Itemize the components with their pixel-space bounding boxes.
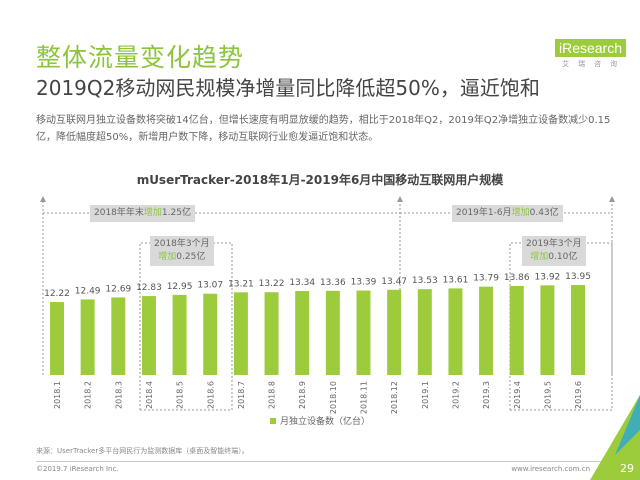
footer-divider (36, 461, 606, 462)
x-tick-label: 2018.12 (390, 381, 399, 414)
annotation-label-2019-q: 2019年3个月 增加0.10亿 (522, 236, 586, 266)
x-tick-label: 2018.9 (298, 381, 307, 409)
data-label: 12.69 (105, 284, 131, 294)
source-note: 来源：UserTracker多平台网民行为监测数据库（桌面及智能终端）。 (36, 447, 249, 455)
bar (540, 285, 555, 375)
page-subtitle: 2019Q2移动网民规模净增量同比降低超50%，逼近饱和 (36, 76, 540, 100)
data-label: 13.61 (443, 275, 469, 285)
iresearch-logo: iResearch 艾瑞咨询 (554, 38, 626, 69)
bar (295, 291, 310, 375)
copyright: ©2019.7 iResearch Inc. (36, 465, 119, 473)
data-label: 13.79 (473, 274, 499, 284)
bar (172, 294, 187, 375)
data-label: 13.86 (504, 273, 530, 283)
chart-legend: 月独立设备数（亿台） (0, 414, 640, 427)
x-tick-label: 2018.5 (176, 381, 185, 409)
bar (203, 293, 218, 375)
annotation-label-2018-year: 2018年年末增加1.25亿 (90, 205, 195, 222)
x-tick-label: 2018.1 (53, 381, 62, 409)
bar (111, 297, 126, 375)
bar (233, 292, 248, 375)
bar (509, 285, 524, 375)
data-label: 13.21 (228, 279, 254, 289)
x-tick-label: 2019.1 (421, 381, 430, 409)
x-tick-label: 2019.3 (482, 381, 491, 409)
bar (417, 289, 432, 375)
data-label: 13.22 (259, 279, 285, 289)
x-tick-label: 2018.3 (114, 381, 123, 409)
x-tick-label: 2018.10 (329, 381, 338, 414)
data-label: 12.22 (44, 289, 70, 299)
x-tick-label: 2019.2 (451, 381, 460, 409)
page-title: 整体流量变化趋势 (36, 43, 245, 72)
logo-sub: 艾瑞咨询 (562, 60, 626, 68)
x-tick-label: 2018.2 (84, 381, 93, 409)
bar (50, 302, 64, 375)
bar (387, 289, 402, 375)
annotation-2018-q (139, 242, 233, 411)
x-tick-label: 2018.7 (237, 381, 246, 409)
legend-swatch (269, 418, 276, 424)
x-tick-label: 2018.8 (268, 381, 277, 409)
annotation-label-2019-h1: 2019年1-6月增加0.43亿 (452, 205, 563, 222)
annotation-2019-q (509, 242, 613, 411)
data-label: 13.36 (320, 278, 346, 288)
bar (479, 286, 494, 375)
data-label: 13.92 (535, 272, 561, 282)
bar (141, 296, 156, 375)
logo-brand: iResearch (554, 39, 626, 57)
data-label: 13.53 (412, 276, 438, 286)
x-tick-label: 2019.4 (513, 381, 522, 409)
data-label: 13.34 (289, 278, 315, 288)
page-number: 29 (620, 462, 634, 475)
bar (264, 292, 279, 375)
chart-title: mUserTracker-2018年1月-2019年6月中国移动互联网用户规模 (136, 173, 504, 187)
bar (571, 285, 586, 375)
bar (325, 290, 340, 375)
data-label: 12.83 (136, 283, 162, 293)
bar (356, 290, 371, 375)
data-label: 13.95 (565, 272, 591, 282)
website-link[interactable]: www.iresearch.com.cn (511, 465, 590, 473)
bar (448, 288, 463, 375)
x-tick-label: 2018.4 (145, 381, 154, 409)
x-tick-label: 2018.11 (360, 381, 369, 414)
description: 移动互联网月独立设备数将突破14亿台，但增长速度有明显放缓的趋势，相比于2018… (36, 115, 611, 143)
data-label: 12.49 (75, 286, 101, 296)
bar (80, 299, 95, 375)
annotation-label-2018-q: 2018年3个月 增加0.25亿 (150, 236, 214, 266)
legend-label: 月独立设备数（亿台） (279, 417, 370, 427)
data-label: 13.39 (351, 278, 377, 288)
data-label: 13.47 (381, 277, 407, 287)
x-tick-label: 2019.6 (574, 381, 583, 409)
data-label: 13.07 (197, 281, 223, 291)
x-tick-label: 2018.6 (206, 381, 215, 409)
x-tick-label: 2019.5 (543, 381, 552, 409)
data-label: 12.95 (167, 282, 193, 292)
